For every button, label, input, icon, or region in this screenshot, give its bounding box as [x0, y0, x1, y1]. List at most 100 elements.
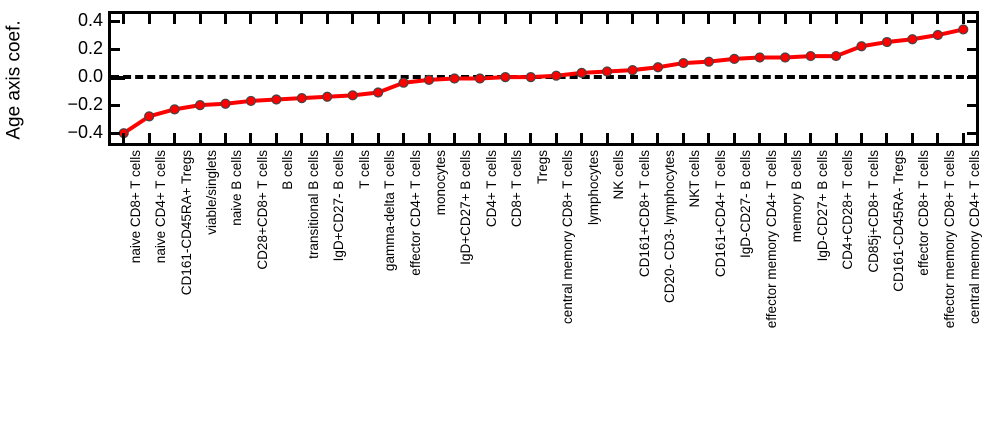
x-tick-label: Tregs — [534, 150, 550, 185]
x-axis-tick — [122, 133, 126, 143]
x-axis-tick-top — [656, 14, 660, 24]
x-axis-tick — [910, 133, 914, 143]
data-point-marker — [398, 77, 409, 88]
x-tick-label-wrap: Tregs — [535, 150, 550, 184]
y-axis-tick — [111, 75, 125, 80]
x-axis-tick — [936, 133, 940, 143]
data-point-marker — [500, 71, 511, 83]
x-axis-tick-top — [732, 14, 736, 24]
data-point-marker — [373, 87, 384, 98]
data-point-marker — [245, 95, 257, 107]
x-tick-label-wrap: B cells — [280, 150, 295, 190]
x-axis-tick — [860, 133, 863, 143]
y-axis-tick-right — [967, 103, 976, 107]
x-axis-tick — [580, 133, 584, 143]
x-axis-tick — [274, 133, 278, 143]
x-tick-label-wrap: CD161+CD4+ T cells — [713, 150, 728, 277]
x-tick-label-wrap: effector memory CD8+ T cells — [942, 150, 957, 328]
x-axis-tick — [554, 133, 558, 143]
x-axis-tick — [147, 133, 151, 143]
data-point-marker — [525, 71, 536, 83]
data-point-marker — [678, 57, 689, 69]
x-tick-label: viable/singlets — [204, 150, 220, 235]
x-axis-tick — [351, 133, 355, 143]
x-axis-tick-top — [631, 14, 635, 24]
x-tick-label-wrap: IgD-CD27- B cells — [738, 150, 753, 258]
x-tick-label-wrap: naive B cells — [229, 150, 244, 226]
x-axis-tick-top — [300, 14, 304, 24]
x-axis-tick — [885, 133, 889, 143]
x-tick-label-wrap: lymphocytes — [586, 150, 601, 225]
x-tick-label-wrap: transitional B cells — [306, 150, 321, 259]
x-axis-tick-top — [605, 14, 609, 24]
x-axis-tick-top — [910, 14, 914, 24]
x-tick-label-wrap: gamma-delta T cells — [382, 150, 397, 271]
x-axis-tick-top — [783, 14, 787, 24]
x-axis-tick — [452, 133, 456, 143]
x-tick-label-wrap: naive CD8+ T cells — [128, 150, 143, 263]
series-line — [121, 27, 966, 136]
y-axis-tick-labels: 0.4 0.2 0.0 −0.2 −0.4 — [55, 0, 103, 160]
x-tick-label: CD4+CD28+ T cells — [840, 150, 856, 270]
x-axis-tick — [325, 133, 329, 143]
x-tick-label-wrap: CD85j+CD8+ T cells — [866, 150, 881, 273]
x-axis-tick — [961, 133, 965, 143]
data-point-marker — [169, 104, 180, 115]
x-axis-tick — [376, 133, 380, 143]
y-axis-tick-right — [967, 75, 976, 79]
y-axis-tick-right — [967, 47, 976, 51]
x-axis-tick-top — [223, 14, 227, 24]
x-axis-tick-top — [198, 14, 202, 24]
x-axis-tick — [173, 133, 177, 143]
x-tick-label: CD161+CD8+ T cells — [636, 150, 652, 278]
x-tick-label: effector CD4+ T cells — [407, 150, 423, 276]
data-point-marker — [194, 100, 206, 111]
y-axis-tick-right — [967, 131, 976, 135]
x-axis-tick — [809, 133, 813, 143]
x-axis-tick-top — [478, 14, 482, 24]
x-axis-tick — [402, 133, 406, 143]
y-axis-tick — [111, 19, 120, 23]
x-tick-label-wrap: NKT cells — [687, 150, 702, 208]
data-point-marker — [652, 62, 664, 73]
x-tick-label-wrap: CD4+CD28+ T cells — [840, 150, 855, 270]
x-tick-label: CD161-CD45RA+ Tregs — [178, 150, 194, 296]
x-tick-label-wrap: CD161-CD45RA- Tregs — [891, 150, 906, 292]
x-axis-tick-top — [147, 14, 151, 24]
data-point-marker — [958, 24, 969, 35]
x-axis-tick-top — [503, 14, 507, 24]
x-axis-tick-top — [961, 14, 965, 24]
data-point-marker — [627, 64, 638, 76]
x-tick-label-wrap: effector CD8+ T cells — [916, 150, 931, 276]
x-tick-label: IgD+CD27+ B cells — [458, 150, 474, 265]
x-tick-label: naive CD4+ T cells — [153, 150, 169, 264]
x-tick-label: memory B cells — [789, 150, 805, 243]
data-point-marker — [551, 70, 562, 81]
x-tick-label-wrap: effector CD4+ T cells — [408, 150, 423, 276]
plot-area — [108, 11, 979, 146]
x-axis-tick — [503, 133, 507, 143]
x-tick-label: IgD+CD27- B cells — [331, 150, 347, 262]
x-tick-label-wrap: T cells — [357, 150, 372, 189]
x-axis-tick — [605, 133, 609, 143]
x-tick-label: T cells — [356, 150, 372, 189]
data-point-marker — [474, 73, 485, 84]
x-axis-tick — [198, 133, 202, 143]
y-tick-label: −0.2 — [67, 94, 103, 115]
x-tick-label-wrap: monocytes — [433, 150, 448, 215]
y-tick-label: 0.2 — [77, 38, 103, 59]
x-axis-tick-top — [325, 14, 329, 24]
x-tick-label: effector memory CD8+ T cells — [941, 150, 957, 329]
x-axis-tick-top — [427, 14, 431, 24]
data-point-marker — [754, 52, 765, 63]
x-axis-tick — [249, 133, 253, 143]
y-axis-title: Age axis coef. — [0, 0, 30, 160]
x-axis-tick — [631, 133, 635, 143]
data-point-marker — [449, 73, 460, 84]
x-tick-label: naive CD8+ T cells — [127, 150, 143, 264]
x-axis-tick — [681, 133, 685, 143]
x-axis-tick — [656, 133, 660, 143]
x-tick-label-wrap: CD8+ T cells — [509, 150, 524, 227]
x-axis-tick-top — [681, 14, 685, 24]
data-point-marker — [271, 94, 282, 105]
